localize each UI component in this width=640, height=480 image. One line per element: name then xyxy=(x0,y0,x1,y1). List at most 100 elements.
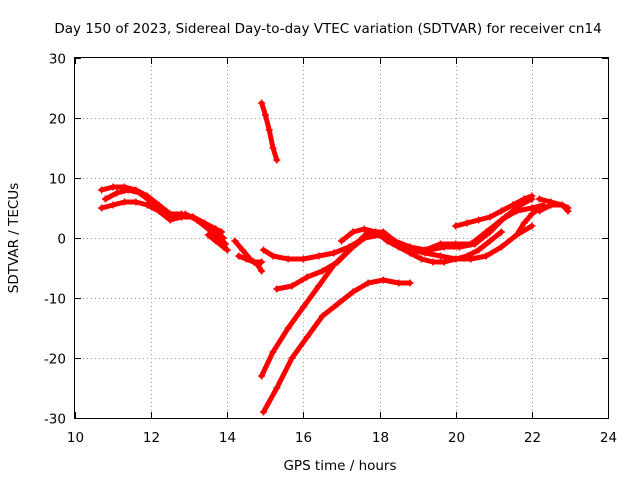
data-point-marker xyxy=(303,333,311,341)
data-point-marker xyxy=(536,207,543,215)
data-point-marker xyxy=(315,282,323,290)
data-point-marker xyxy=(452,255,460,263)
data-point-marker xyxy=(124,186,132,194)
data-point-marker xyxy=(406,243,414,251)
data-point-marker xyxy=(288,354,296,362)
y-tick-label: 30 xyxy=(49,52,66,68)
data-point-marker xyxy=(299,303,307,311)
data-point-marker xyxy=(418,255,425,263)
data-point-marker xyxy=(564,207,572,215)
data-point-marker xyxy=(260,408,267,416)
series-track-10 xyxy=(258,201,547,380)
data-point-marker xyxy=(299,255,307,263)
x-tick-label: 22 xyxy=(524,430,541,446)
series-track-16 xyxy=(536,201,572,215)
data-point-marker xyxy=(513,231,521,239)
data-point-marker xyxy=(520,195,528,203)
data-point-marker xyxy=(136,189,144,197)
series-line xyxy=(261,277,413,415)
data-point-marker xyxy=(269,252,277,260)
data-point-marker xyxy=(497,228,505,236)
data-point-marker xyxy=(159,207,167,215)
data-point-marker xyxy=(497,216,505,224)
data-point-marker xyxy=(509,201,517,209)
x-tick-label: 16 xyxy=(295,430,312,446)
data-point-marker xyxy=(98,186,106,194)
data-point-marker xyxy=(231,237,239,245)
y-tick-label: -10 xyxy=(44,292,66,308)
data-point-marker xyxy=(102,195,109,203)
data-point-marker xyxy=(113,189,121,197)
y-tick-label: 10 xyxy=(49,172,66,188)
data-point-marker xyxy=(109,201,117,209)
data-point-marker xyxy=(269,144,277,152)
series-track-7 xyxy=(258,99,281,164)
x-tick-label: 20 xyxy=(448,430,465,446)
data-point-marker xyxy=(349,288,357,296)
data-point-marker xyxy=(406,279,414,287)
y-tick-labels: -30 -20 -10 0 10 20 30 xyxy=(44,52,66,428)
y-axis-label: SDTVAR / TECUs xyxy=(6,183,22,293)
data-point-marker xyxy=(437,240,444,248)
data-point-marker xyxy=(338,237,345,245)
data-point-marker xyxy=(345,246,353,254)
data-point-marker xyxy=(258,372,266,380)
data-point-marker xyxy=(513,207,521,215)
data-point-marker xyxy=(482,252,490,260)
data-point-marker xyxy=(383,237,391,245)
data-point-marker xyxy=(216,234,224,242)
data-point-marker xyxy=(303,273,311,281)
data-point-marker xyxy=(330,261,338,269)
data-point-marker xyxy=(269,348,277,356)
data-point-marker xyxy=(463,219,471,227)
data-point-marker xyxy=(463,252,471,260)
x-tick-label: 24 xyxy=(600,430,617,446)
data-point-marker xyxy=(284,255,292,263)
data-point-marker xyxy=(258,267,266,275)
data-point-marker xyxy=(273,384,281,392)
data-point-marker xyxy=(273,156,281,164)
data-point-marker xyxy=(193,216,201,224)
plot-frame xyxy=(74,57,609,419)
data-point-marker xyxy=(395,243,403,251)
data-point-marker xyxy=(452,222,460,230)
x-axis-label: GPS time / hours xyxy=(283,458,396,474)
data-point-marker xyxy=(258,258,266,266)
data-point-marker xyxy=(558,201,566,209)
data-point-marker xyxy=(273,285,281,293)
data-point-marker xyxy=(235,252,243,260)
data-point-marker xyxy=(429,258,437,266)
data-point-marker xyxy=(437,252,444,260)
data-point-marker xyxy=(334,300,342,308)
data-point-marker xyxy=(360,234,368,242)
data-point-marker xyxy=(547,201,555,209)
data-point-marker xyxy=(528,192,536,200)
data-point-marker xyxy=(319,312,326,320)
x-tick-label: 18 xyxy=(372,430,389,446)
series-line xyxy=(259,202,546,379)
data-point-marker xyxy=(421,246,429,254)
data-point-marker xyxy=(170,213,178,221)
chart-title: Day 150 of 2023, Sidereal Day-to-day VTE… xyxy=(54,21,601,37)
data-point-marker xyxy=(265,126,273,134)
data-point-marker xyxy=(132,198,140,206)
x-tick-labels: 10 12 14 16 18 20 22 24 xyxy=(67,430,617,446)
series-track-6 xyxy=(235,252,266,266)
y-tick-label: -20 xyxy=(44,352,66,368)
data-point-marker xyxy=(395,279,403,287)
data-point-marker xyxy=(288,282,296,290)
data-point-marker xyxy=(372,228,380,236)
y-tick-label: 0 xyxy=(57,232,66,248)
series-line xyxy=(205,232,230,253)
x-tick-label: 14 xyxy=(219,430,236,446)
data-point-marker xyxy=(528,210,536,218)
series-track-12 xyxy=(338,225,505,266)
data-point-marker xyxy=(406,249,414,257)
data-point-marker xyxy=(223,246,231,254)
data-series xyxy=(98,99,572,416)
data-point-marker xyxy=(452,240,460,248)
series-track-4 xyxy=(204,231,231,254)
data-point-marker xyxy=(261,111,269,119)
data-point-marker xyxy=(143,201,151,209)
data-point-marker xyxy=(475,246,483,254)
